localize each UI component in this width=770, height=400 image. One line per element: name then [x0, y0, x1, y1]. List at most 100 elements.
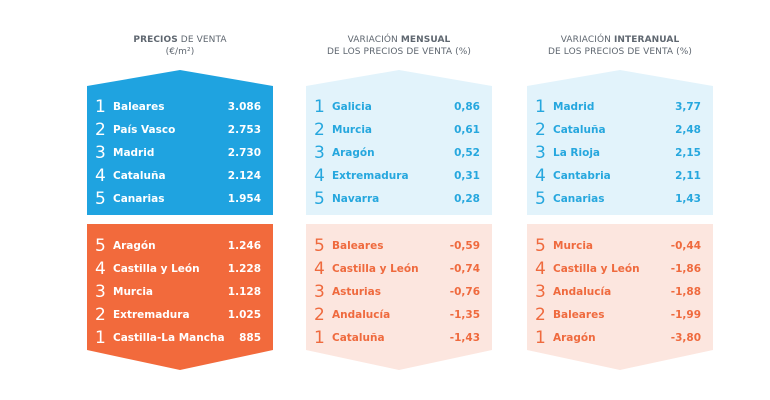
region-value: 0,52 — [454, 147, 480, 159]
rank-number: 4 — [314, 166, 325, 186]
region-name: Castilla y León — [332, 263, 419, 275]
rank-number: 1 — [314, 97, 325, 117]
region-name: Galicia — [332, 101, 372, 113]
region-name: Asturias — [332, 286, 381, 298]
region-value: 0,28 — [454, 193, 480, 205]
list-item: 3 Andalucía -1,88 — [527, 281, 713, 304]
rank-number: 2 — [314, 305, 325, 325]
list-item: 1 Cataluña -1,43 — [306, 327, 492, 350]
region-value: -1,35 — [449, 309, 480, 321]
list-item: 3 Asturias -0,76 — [306, 281, 492, 304]
list-item: 5 Murcia -0,44 — [527, 235, 713, 258]
list-item: 5 Canarias 1,43 — [527, 188, 713, 211]
list-item: 1 Galicia 0,86 — [306, 96, 492, 119]
panel-title: VARIACIÓN MENSUAL DE LOS PRECIOS DE VENT… — [306, 34, 492, 58]
region-name: Baleares — [553, 309, 605, 321]
list-item: 1 Baleares 3.086 — [87, 96, 273, 119]
region-name: Aragón — [113, 240, 156, 252]
list-item: 2 Baleares -1,99 — [527, 304, 713, 327]
rank-number: 2 — [95, 120, 106, 140]
region-value: -1,86 — [670, 263, 701, 275]
region-name: Baleares — [113, 101, 165, 113]
panel-title-bold: INTERANUAL — [613, 35, 680, 45]
panel-title-line2: DE LOS PRECIOS DE VENTA (%) — [327, 47, 471, 57]
region-name: Murcia — [332, 124, 373, 136]
region-value: 885 — [239, 332, 261, 344]
top-ranking-list: 1 Madrid 3,77 2 Cataluña 2,48 3 La Rioja 2,15 … — [527, 96, 713, 211]
region-name: Cataluña — [553, 124, 606, 136]
top-ranking-block — [306, 70, 492, 215]
region-name: Madrid — [553, 101, 595, 113]
bottom-ranking-block — [527, 224, 713, 370]
bottom-ranking-list: 5 Aragón 1.246 4 Castilla y León 1.228 3 Murc… — [87, 235, 273, 350]
region-value: -3,80 — [670, 332, 701, 344]
region-name: Canarias — [113, 193, 165, 205]
rank-number: 4 — [314, 259, 325, 279]
panel-title-rest: DE VENTA — [177, 35, 227, 45]
region-value: 2.753 — [227, 124, 261, 136]
rank-number: 1 — [535, 97, 546, 117]
list-item: 4 Cantabria 2,11 — [527, 165, 713, 188]
rank-number: 4 — [535, 259, 546, 279]
region-name: Aragón — [553, 332, 596, 344]
region-value: -0,76 — [449, 286, 480, 298]
region-value: 3,77 — [675, 101, 701, 113]
region-value: -1,43 — [449, 332, 480, 344]
region-name: Aragón — [332, 147, 375, 159]
region-value: 2,11 — [675, 170, 701, 182]
region-value: -1,88 — [670, 286, 701, 298]
list-item: 2 País Vasco 2.753 — [87, 119, 273, 142]
region-name: La Rioja — [553, 147, 601, 159]
list-item: 4 Cataluña 2.124 — [87, 165, 273, 188]
rank-number: 4 — [535, 166, 546, 186]
region-name: Cataluña — [113, 170, 166, 182]
region-value: 1.025 — [227, 309, 261, 321]
region-value: 0,61 — [454, 124, 480, 136]
rank-number: 2 — [535, 120, 546, 140]
list-item: 1 Castilla-La Mancha 885 — [87, 327, 273, 350]
rank-number: 5 — [95, 189, 106, 209]
rank-number: 2 — [95, 305, 106, 325]
bottom-ranking-list: 5 Baleares -0,59 4 Castilla y León -0,74 3 As… — [306, 235, 492, 350]
region-name: Andalucía — [553, 286, 612, 298]
list-item: 2 Murcia 0,61 — [306, 119, 492, 142]
region-name: Castilla-La Mancha — [113, 332, 225, 344]
region-value: -0,59 — [449, 240, 480, 252]
region-value: 3.086 — [227, 101, 261, 113]
list-item: 4 Extremadura 0,31 — [306, 165, 492, 188]
region-value: -1,99 — [670, 309, 701, 321]
top-ranking-block — [527, 70, 713, 215]
rank-number: 1 — [314, 328, 325, 348]
panel-title-bold: PRECIOS — [133, 35, 178, 45]
region-name: Murcia — [113, 286, 154, 298]
rank-number: 5 — [535, 236, 546, 256]
list-item: 2 Cataluña 2,48 — [527, 119, 713, 142]
bottom-ranking-list: 5 Murcia -0,44 4 Castilla y León -1,86 3 Anda… — [527, 235, 713, 350]
panel-title-pre: VARIACIÓN — [560, 35, 614, 45]
list-item: 4 Castilla y León 1.228 — [87, 258, 273, 281]
region-name: Baleares — [332, 240, 384, 252]
region-value: 2,15 — [675, 147, 701, 159]
list-item: 1 Madrid 3,77 — [527, 96, 713, 119]
top-ranking-list: 1 Galicia 0,86 2 Murcia 0,61 3 Aragón 0,52 4 Ex… — [306, 96, 492, 211]
rank-number: 5 — [314, 189, 325, 209]
region-value: 0,31 — [454, 170, 480, 182]
top-ranking-block — [87, 70, 273, 215]
list-item: 5 Aragón 1.246 — [87, 235, 273, 258]
panel-title-line2: (€/m²) — [165, 47, 195, 57]
region-value: 2,48 — [675, 124, 701, 136]
panel-title-pre: VARIACIÓN — [347, 35, 401, 45]
region-value: 1.954 — [227, 193, 261, 205]
region-value: 1.246 — [227, 240, 261, 252]
list-item: 2 Extremadura 1.025 — [87, 304, 273, 327]
region-value: 1.228 — [227, 263, 261, 275]
rank-number: 3 — [535, 282, 546, 302]
rank-number: 3 — [314, 143, 325, 163]
region-value: 1,43 — [675, 193, 701, 205]
region-name: Andalucía — [332, 309, 391, 321]
rank-number: 3 — [535, 143, 546, 163]
region-name: Madrid — [113, 147, 155, 159]
region-value: 2.124 — [227, 170, 261, 182]
rank-number: 2 — [314, 120, 325, 140]
bottom-ranking-block — [306, 224, 492, 370]
